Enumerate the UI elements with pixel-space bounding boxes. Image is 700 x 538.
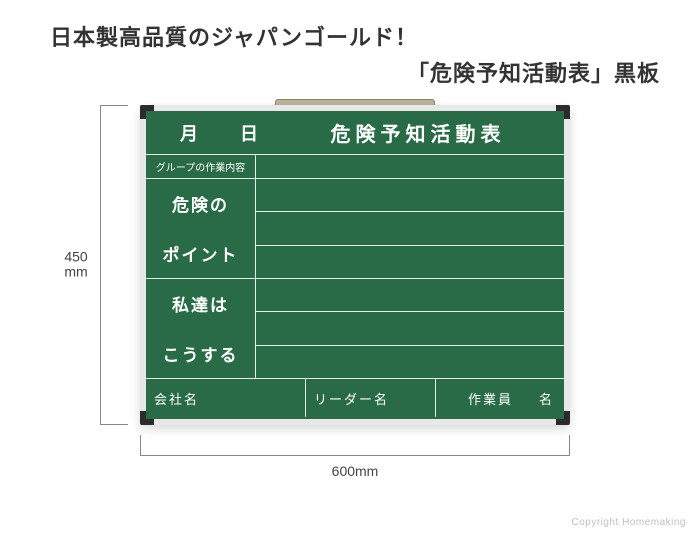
dim-tick — [140, 435, 141, 455]
worker-suffix: 名 — [539, 389, 554, 408]
writing-line — [256, 312, 564, 345]
writing-line — [256, 279, 564, 312]
writing-line — [256, 212, 564, 245]
footer-company-label: 会社名 — [146, 379, 306, 417]
group-work-label: グループの作業内容 — [146, 155, 256, 178]
left-label: こうする — [146, 329, 255, 379]
board-header-row: 月 日 危険予知活動表 — [146, 111, 564, 155]
writing-line — [256, 246, 564, 279]
left-label-column: 危険の ポイント 私達は こうする — [146, 179, 256, 378]
width-dimension: 600mm — [140, 435, 570, 485]
board-title: 危険予知活動表 — [282, 118, 554, 147]
left-label: ポイント — [146, 229, 255, 280]
blackboard: 月 日 危険予知活動表 グループの作業内容 危険の ポイント 私達は こうする — [140, 105, 570, 425]
date-field-label: 月 日 — [156, 120, 276, 146]
worker-prefix: 作業員 — [468, 389, 513, 408]
footer-leader-label: リーダー名 — [306, 379, 436, 417]
heading-line-1: 日本製高品質のジャパンゴールド！ — [50, 20, 660, 52]
writing-lines — [256, 179, 564, 378]
board-frame: 月 日 危険予知活動表 グループの作業内容 危険の ポイント 私達は こうする — [140, 105, 570, 425]
main-grid: 危険の ポイント 私達は こうする — [146, 179, 564, 379]
group-work-row: グループの作業内容 — [146, 155, 564, 179]
heading-line-2: 「危険予知活動表」黒板 — [50, 56, 660, 88]
copyright-text: Copyright Homemaking — [572, 517, 687, 528]
writing-line — [256, 179, 564, 212]
dim-tick — [100, 424, 128, 425]
product-diagram: 450 mm 月 日 危険予知活動表 グループの作業内容 危険の — [80, 105, 640, 485]
dim-tick — [100, 105, 128, 106]
footer-worker-label: 作業員 名 — [436, 389, 564, 408]
height-label: 450 mm — [52, 250, 100, 281]
writing-line — [256, 346, 564, 378]
board-footer-row: 会社名 リーダー名 作業員 名 — [146, 379, 564, 417]
left-label: 私達は — [146, 279, 255, 329]
board-surface: 月 日 危険予知活動表 グループの作業内容 危険の ポイント 私達は こうする — [146, 111, 564, 419]
height-dimension: 450 mm — [80, 105, 140, 425]
dim-tick — [569, 435, 570, 455]
dim-stem — [100, 105, 101, 425]
left-label: 危険の — [146, 179, 255, 229]
width-label: 600mm — [140, 463, 570, 479]
group-work-value — [256, 155, 564, 178]
dim-stem — [140, 455, 570, 456]
product-heading: 日本製高品質のジャパンゴールド！ 「危険予知活動表」黒板 — [50, 20, 660, 88]
